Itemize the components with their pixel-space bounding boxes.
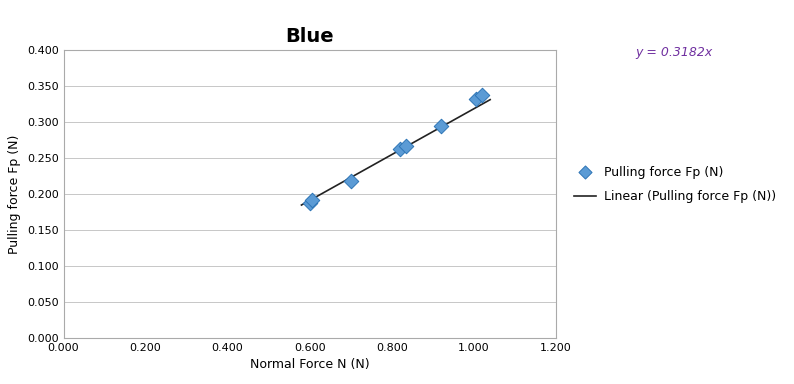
Point: [306, 197, 318, 204]
Point: [434, 123, 447, 129]
Text: y = 0.3182x: y = 0.3182x: [635, 46, 712, 59]
Y-axis label: Pulling force Fp (N): Pulling force Fp (N): [9, 134, 21, 253]
Point: [476, 92, 488, 98]
Point: [469, 96, 482, 102]
X-axis label: Normal Force N (N): Normal Force N (N): [250, 358, 369, 371]
Point: [399, 142, 412, 149]
Point: [394, 146, 407, 152]
Title: Blue: Blue: [285, 26, 334, 46]
Legend: Pulling force Fp (N), Linear (Pulling force Fp (N)): Pulling force Fp (N), Linear (Pulling fo…: [574, 166, 776, 203]
Point: [345, 178, 357, 184]
Point: [303, 200, 316, 206]
